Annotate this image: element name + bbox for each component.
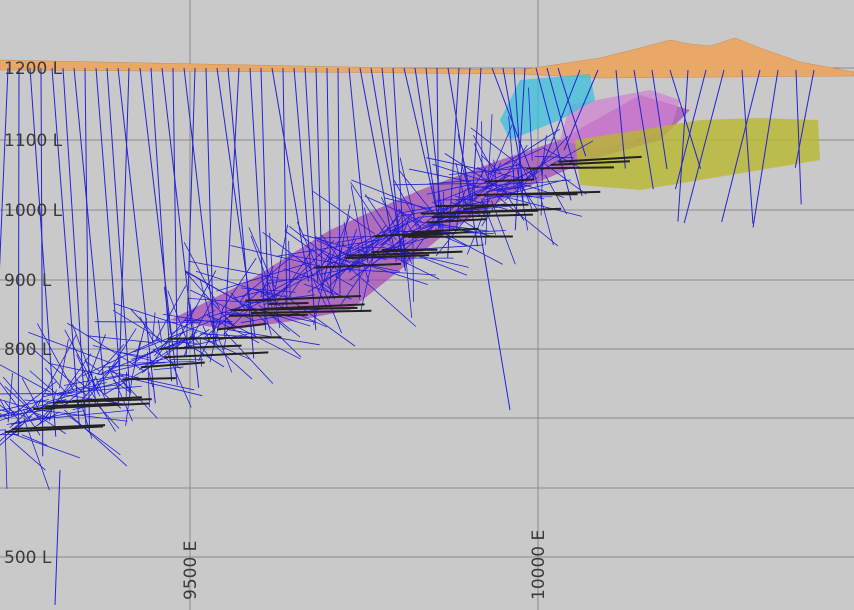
level-label: 800 L [4,340,52,360]
level-label: 500 L [4,548,52,568]
level-label: 1200 L [4,59,63,79]
easting-label: 10000 E [529,530,549,600]
section-view: 1200 L 1100 L 1000 L 900 L 800 L 500 L 9… [0,0,854,610]
drill-hole [18,68,19,436]
drill-hole [268,303,309,304]
level-label: 1000 L [4,201,63,221]
drill-hole [229,315,308,316]
drill-hole [526,167,614,168]
drill-hole [122,378,175,379]
easting-label: 9500 E [181,541,201,600]
page: 1200 L 1100 L 1000 L 900 L 800 L 500 L 9… [0,0,854,610]
level-label: 1100 L [4,131,63,151]
level-label: 900 L [4,271,52,291]
drill-hole [413,234,414,302]
